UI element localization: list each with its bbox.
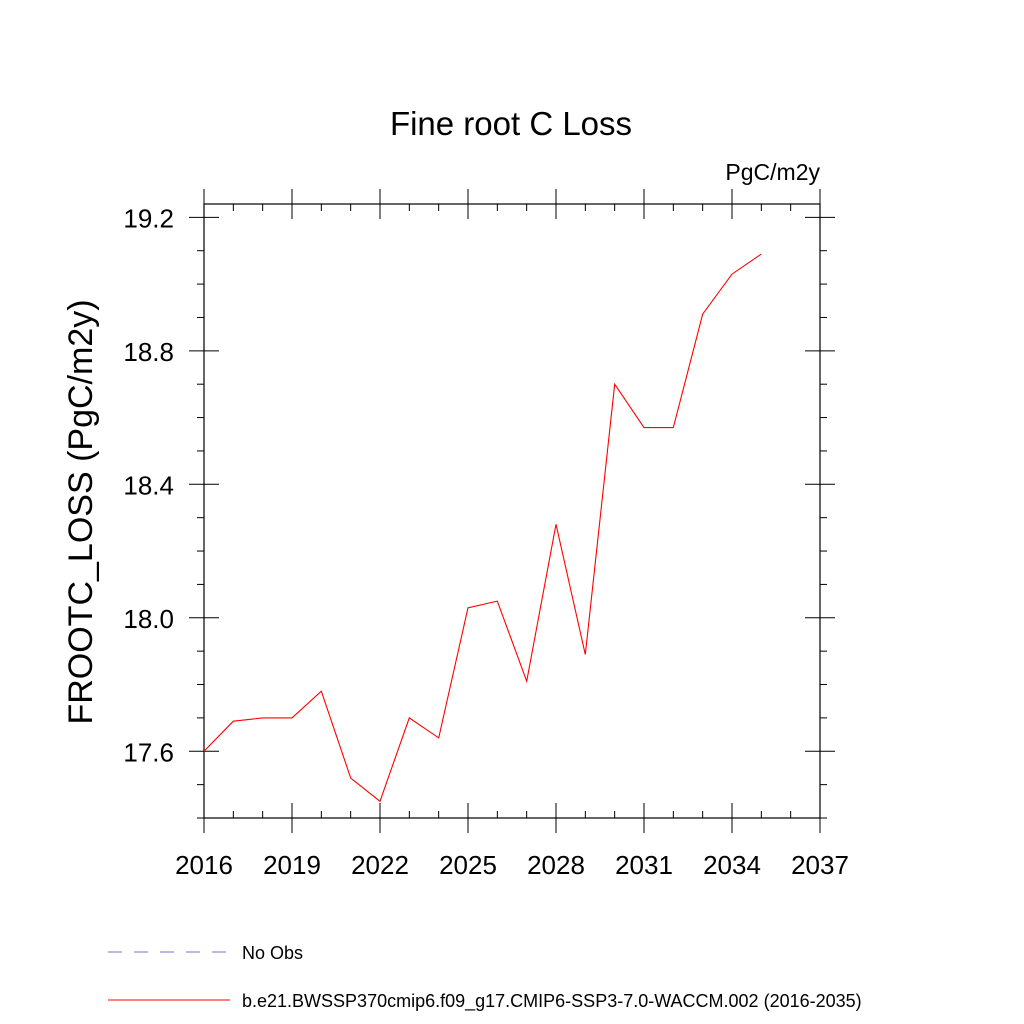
x-tick-label: 2034: [703, 850, 761, 880]
x-tick-label: 2019: [263, 850, 321, 880]
y-tick-label: 18.0: [123, 604, 174, 634]
chart-title: Fine root C Loss: [390, 105, 632, 142]
axis-tick-labels: 2016 2019 2022 2025 2028 2031 2034 2037 17.6 18.0…: [123, 203, 849, 880]
units-label: PgC/m2y: [725, 159, 820, 185]
plot-area-frame: [203, 203, 821, 819]
x-tick-label: 2037: [791, 850, 849, 880]
y-tick-label: 18.8: [123, 337, 174, 367]
legend-label-0: No Obs: [242, 943, 303, 963]
x-tick-label: 2016: [175, 850, 233, 880]
x-tick-label: 2028: [527, 850, 585, 880]
x-tick-label: 2022: [351, 850, 409, 880]
y-axis-label: FROOTC_LOSS (PgC/m2y): [62, 299, 100, 724]
y-tick-label: 18.4: [123, 470, 174, 500]
y-tick-label: 17.6: [123, 737, 174, 767]
legend-label-1: b.e21.BWSSP370cmip6.f09_g17.CMIP6-SSP3-7…: [242, 991, 862, 1012]
y-tick-label: 19.2: [123, 203, 174, 233]
x-tick-label: 2025: [439, 850, 497, 880]
series-lines: [203, 253, 762, 803]
x-tick-label: 2031: [615, 850, 673, 880]
axis-ticks: [189, 189, 835, 833]
legend: No Obs b.e21.BWSSP370cmip6.f09_g17.CMIP6-…: [108, 943, 862, 1012]
series-line-1: [203, 253, 762, 803]
